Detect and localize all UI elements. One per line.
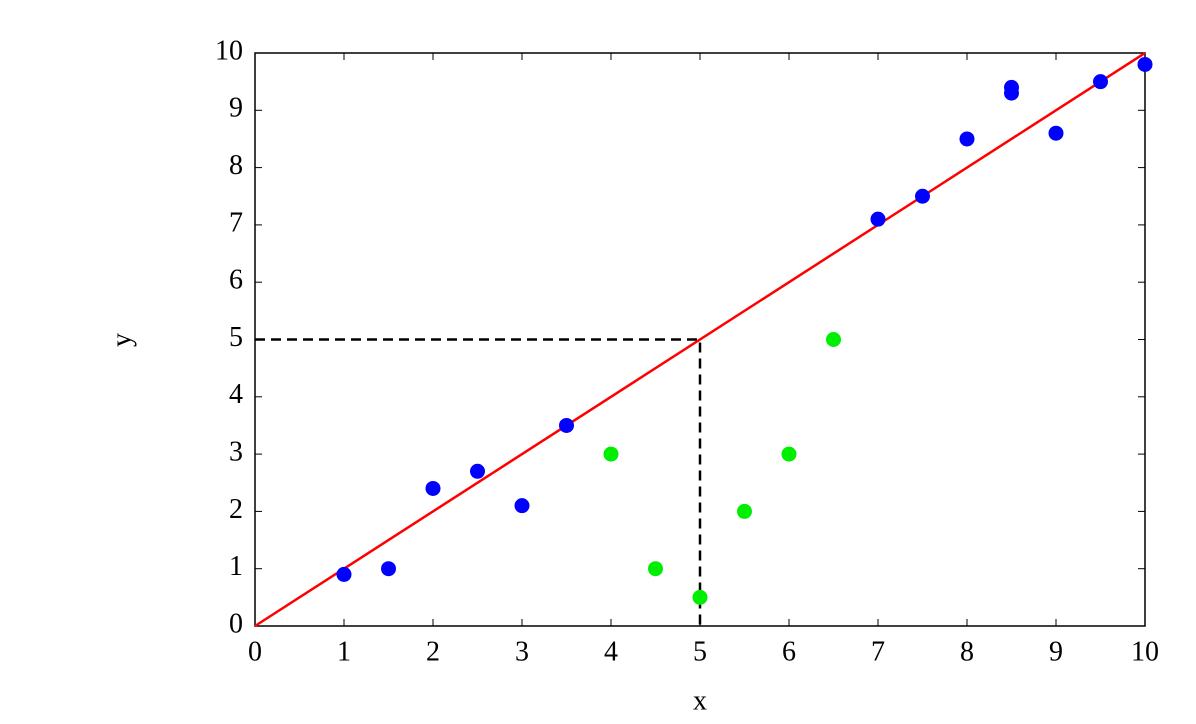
- y-tick-label: 2: [229, 494, 243, 525]
- x-tick-label: 2: [426, 636, 440, 667]
- point: [470, 463, 485, 479]
- point: [737, 503, 752, 519]
- point: [826, 332, 841, 347]
- y-axis-label: y: [106, 333, 137, 347]
- point: [514, 498, 530, 514]
- fit-line: [254, 51, 1146, 628]
- point: [915, 188, 930, 204]
- point: [336, 566, 352, 582]
- point: [1137, 56, 1153, 72]
- x-tick-label: 1: [337, 636, 351, 667]
- point: [425, 480, 441, 496]
- x-tick-label: 10: [1131, 636, 1159, 667]
- point: [692, 589, 708, 605]
- point: [1093, 74, 1108, 90]
- point: [781, 446, 797, 462]
- y-tick-label: 7: [229, 207, 243, 238]
- point: [603, 446, 619, 462]
- x-tick-label: 8: [960, 636, 974, 667]
- y-tick-label: 6: [229, 265, 243, 296]
- reference-line: [255, 338, 702, 626]
- point: [1004, 79, 1019, 95]
- point: [648, 561, 663, 577]
- point: [1048, 125, 1064, 141]
- x-tick-label: 6: [782, 636, 796, 667]
- x-tick-label: 3: [515, 636, 529, 667]
- x-tick-label: 5: [693, 636, 707, 667]
- point: [870, 211, 886, 227]
- y-tick-label: 0: [229, 608, 243, 639]
- x-tick-label: 7: [871, 636, 885, 667]
- x-axis-label: x: [693, 685, 707, 716]
- y-tick-label: 9: [229, 93, 243, 124]
- y-tick-label: 8: [229, 150, 243, 181]
- y-tick-label: 4: [229, 379, 243, 410]
- x-tick-label: 9: [1049, 636, 1063, 667]
- point: [381, 561, 396, 577]
- point: [959, 131, 975, 147]
- x-tick-label: 4: [604, 636, 618, 667]
- y-tick-label: 1: [229, 551, 243, 582]
- y-tick-label: 10: [215, 35, 243, 66]
- y-tick-label: 3: [229, 437, 243, 468]
- x-tick-label: 0: [248, 636, 262, 667]
- y-tick-label: 5: [229, 322, 243, 353]
- point: [559, 417, 574, 433]
